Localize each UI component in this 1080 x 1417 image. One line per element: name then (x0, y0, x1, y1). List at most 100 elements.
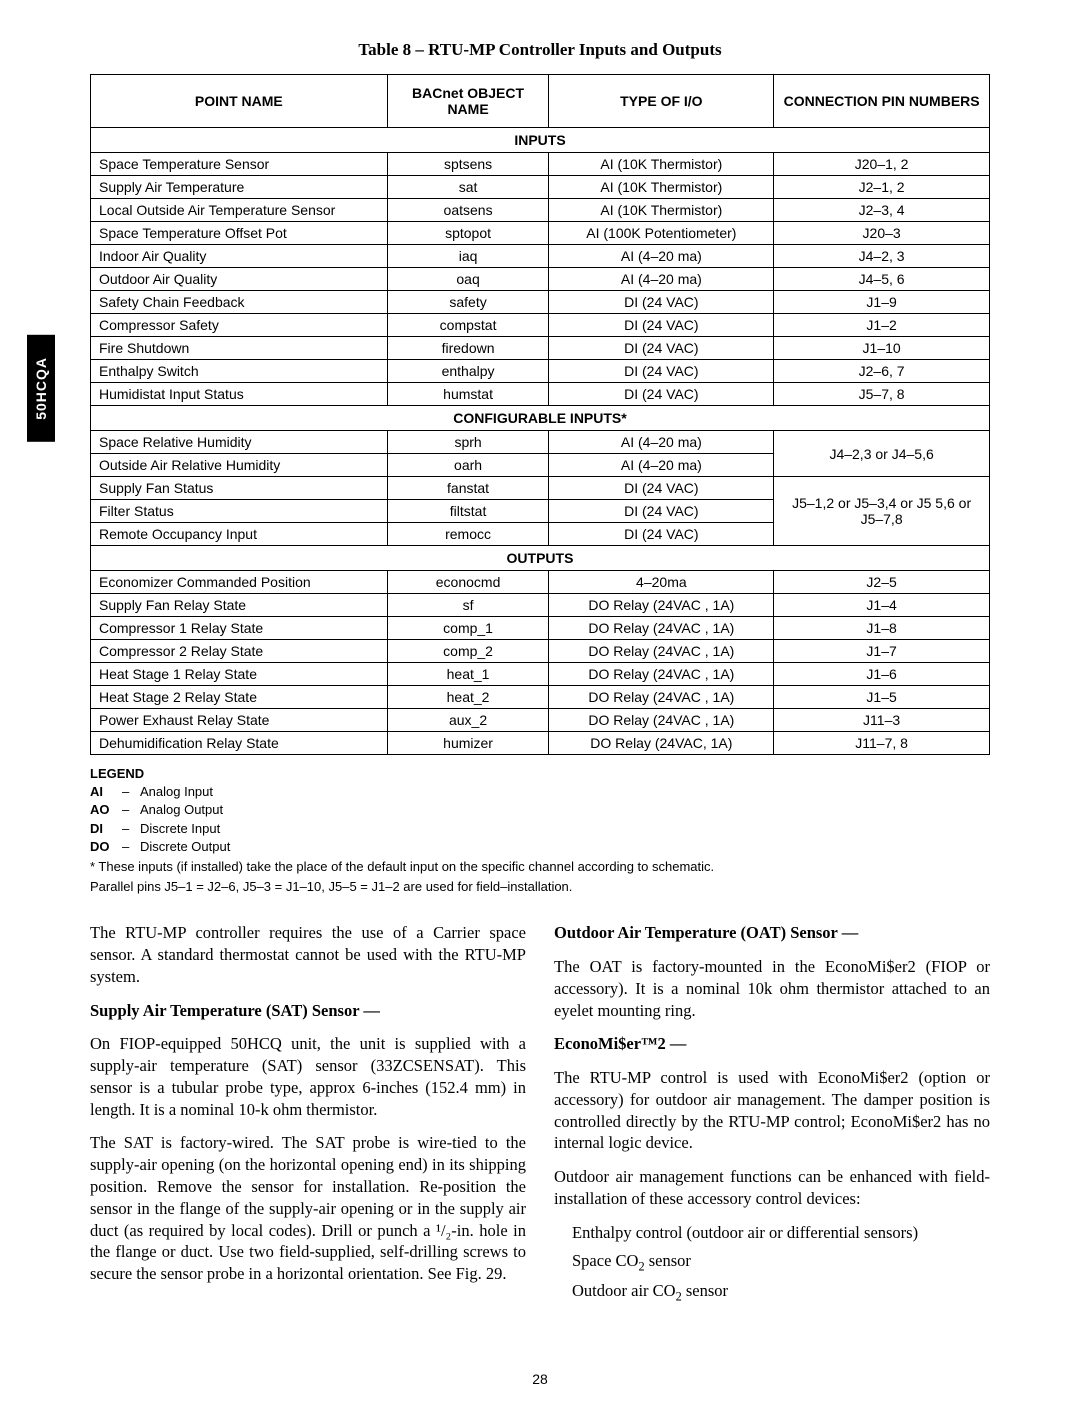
cell-bacnet: humstat (387, 383, 549, 406)
legend-row: AI–Analog Input (90, 783, 990, 801)
right-p2: The RTU-MP control is used with EconoMi$… (554, 1067, 990, 1154)
legend-abbr: DO (90, 838, 122, 856)
cell-point-name: Safety Chain Feedback (91, 291, 388, 314)
cell-type: DI (24 VAC) (549, 523, 774, 546)
cell-bacnet: oaq (387, 268, 549, 291)
cell-conn: J1–6 (774, 663, 990, 686)
cell-conn: J20–3 (774, 222, 990, 245)
cell-point-name: Space Temperature Offset Pot (91, 222, 388, 245)
cell-conn: J1–5 (774, 686, 990, 709)
cell-bacnet: iaq (387, 245, 549, 268)
cell-type: DO Relay (24VAC , 1A) (549, 709, 774, 732)
legend-def: Discrete Input (140, 820, 990, 838)
table-row: Power Exhaust Relay Stateaux_2DO Relay (… (91, 709, 990, 732)
cell-bacnet: oarh (387, 454, 549, 477)
cell-bacnet: sat (387, 176, 549, 199)
section-row: CONFIGURABLE INPUTS* (91, 406, 990, 431)
cell-conn: J4–2, 3 (774, 245, 990, 268)
cell-bacnet: heat_1 (387, 663, 549, 686)
cell-conn: J11–3 (774, 709, 990, 732)
cell-type: DI (24 VAC) (549, 291, 774, 314)
cell-bacnet: econocmd (387, 571, 549, 594)
table-row: Humidistat Input StatushumstatDI (24 VAC… (91, 383, 990, 406)
table-row: Space Relative HumiditysprhAI (4–20 ma)J… (91, 431, 990, 454)
cell-point-name: Filter Status (91, 500, 388, 523)
table-row: Supply Fan Relay StatesfDO Relay (24VAC … (91, 594, 990, 617)
cell-bacnet: compstat (387, 314, 549, 337)
legend-dash: – (122, 783, 140, 801)
cell-bacnet: heat_2 (387, 686, 549, 709)
cell-conn: J2–1, 2 (774, 176, 990, 199)
cell-point-name: Indoor Air Quality (91, 245, 388, 268)
left-h1: Supply Air Temperature (SAT) Sensor — (90, 1000, 526, 1022)
section-row: OUTPUTS (91, 546, 990, 571)
cell-type: DI (24 VAC) (549, 477, 774, 500)
table-row: Fire ShutdownfiredownDI (24 VAC)J1–10 (91, 337, 990, 360)
cell-point-name: Heat Stage 1 Relay State (91, 663, 388, 686)
table-row: Indoor Air QualityiaqAI (4–20 ma)J4–2, 3 (91, 245, 990, 268)
cell-conn: J1–10 (774, 337, 990, 360)
cell-conn: J1–9 (774, 291, 990, 314)
cell-type: AI (10K Thermistor) (549, 153, 774, 176)
th-bacnet: BACnet OBJECT NAME (387, 75, 549, 128)
cell-conn: J11–7, 8 (774, 732, 990, 755)
cell-point-name: Supply Fan Relay State (91, 594, 388, 617)
cell-conn: J1–4 (774, 594, 990, 617)
cell-type: AI (4–20 ma) (549, 454, 774, 477)
table-row: Supply Fan StatusfanstatDI (24 VAC)J5–1,… (91, 477, 990, 500)
cell-bacnet: firedown (387, 337, 549, 360)
cell-conn: J2–3, 4 (774, 199, 990, 222)
cell-point-name: Heat Stage 2 Relay State (91, 686, 388, 709)
table-row: Local Outside Air Temperature Sensoroats… (91, 199, 990, 222)
cell-point-name: Supply Fan Status (91, 477, 388, 500)
cell-conn: J5–7, 8 (774, 383, 990, 406)
cell-point-name: Humidistat Input Status (91, 383, 388, 406)
legend: LEGEND AI–Analog InputAO–Analog OutputDI… (90, 765, 990, 896)
table-row: Heat Stage 2 Relay Stateheat_2DO Relay (… (91, 686, 990, 709)
cell-type: DI (24 VAC) (549, 383, 774, 406)
legend-def: Analog Output (140, 801, 990, 819)
table-row: Economizer Commanded Positioneconocmd4–2… (91, 571, 990, 594)
legend-row: DO–Discrete Output (90, 838, 990, 856)
right-h2: EconoMi$er™2 — (554, 1033, 990, 1055)
table-row: Space Temperature SensorsptsensAI (10K T… (91, 153, 990, 176)
th-point-name: POINT NAME (91, 75, 388, 128)
cell-point-name: Compressor Safety (91, 314, 388, 337)
cell-bacnet: comp_2 (387, 640, 549, 663)
cell-point-name: Power Exhaust Relay State (91, 709, 388, 732)
li3: Outdoor air CO2 sensor (572, 1280, 990, 1305)
cell-point-name: Outside Air Relative Humidity (91, 454, 388, 477)
legend-abbr: AO (90, 801, 122, 819)
cell-bacnet: sprh (387, 431, 549, 454)
table-row: Dehumidification Relay StatehumizerDO Re… (91, 732, 990, 755)
table-row: Compressor SafetycompstatDI (24 VAC)J1–2 (91, 314, 990, 337)
table-row: Heat Stage 1 Relay Stateheat_1DO Relay (… (91, 663, 990, 686)
accessory-list: Enthalpy control (outdoor air or differe… (572, 1222, 990, 1305)
table-row: Space Temperature Offset PotsptopotAI (1… (91, 222, 990, 245)
cell-bacnet: safety (387, 291, 549, 314)
th-conn: CONNECTION PIN NUMBERS (774, 75, 990, 128)
cell-type: DO Relay (24VAC , 1A) (549, 686, 774, 709)
section-row: INPUTS (91, 128, 990, 153)
table-row: Compressor 2 Relay Statecomp_2DO Relay (… (91, 640, 990, 663)
legend-title: LEGEND (90, 765, 990, 783)
legend-note: Parallel pins J5–1 = J2–6, J5–3 = J1–10,… (90, 878, 990, 896)
page: 50HCQA Table 8 – RTU-MP Controller Input… (0, 0, 1080, 1417)
table-row: Supply Air TemperaturesatAI (10K Thermis… (91, 176, 990, 199)
table-title: Table 8 – RTU-MP Controller Inputs and O… (90, 40, 990, 60)
left-p1: The RTU-MP controller requires the use o… (90, 922, 526, 987)
cell-point-name: Local Outside Air Temperature Sensor (91, 199, 388, 222)
cell-type: DI (24 VAC) (549, 337, 774, 360)
legend-dash: – (122, 838, 140, 856)
cell-point-name: Compressor 2 Relay State (91, 640, 388, 663)
cell-type: AI (10K Thermistor) (549, 176, 774, 199)
cell-bacnet: aux_2 (387, 709, 549, 732)
cell-type: AI (4–20 ma) (549, 431, 774, 454)
cell-bacnet: sptsens (387, 153, 549, 176)
legend-row: DI–Discrete Input (90, 820, 990, 838)
cell-point-name: Fire Shutdown (91, 337, 388, 360)
body-columns: The RTU-MP controller requires the use o… (90, 922, 990, 1310)
page-number: 28 (90, 1371, 990, 1387)
cell-point-name: Outdoor Air Quality (91, 268, 388, 291)
cell-conn: J1–8 (774, 617, 990, 640)
